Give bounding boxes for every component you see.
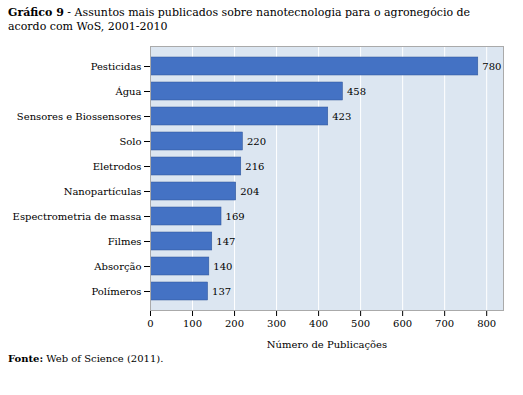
- svg-text:200: 200: [225, 318, 244, 329]
- svg-text:600: 600: [393, 318, 412, 329]
- svg-text:204: 204: [240, 186, 259, 197]
- svg-text:Polímeros: Polímeros: [91, 286, 141, 297]
- svg-text:Nanopartículas: Nanopartículas: [64, 186, 142, 197]
- svg-text:Água: Água: [114, 86, 141, 97]
- svg-text:Sensores e Biossensores: Sensores e Biossensores: [17, 111, 142, 122]
- svg-text:147: 147: [216, 236, 235, 247]
- svg-text:Solo: Solo: [119, 136, 141, 147]
- svg-text:0: 0: [147, 318, 153, 329]
- svg-text:137: 137: [212, 286, 231, 297]
- svg-text:100: 100: [183, 318, 202, 329]
- html-text:Fonte: Web of Science (2011).: Fonte: Web of Science (2011).: [8, 353, 164, 364]
- svg-text:800: 800: [477, 318, 496, 329]
- svg-text:216: 216: [245, 161, 264, 172]
- svg-text:Número de Publicações: Número de Publicações: [267, 339, 387, 350]
- svg-text:Espectrometria de massa: Espectrometria de massa: [13, 211, 142, 222]
- svg-text:Absorção: Absorção: [93, 261, 141, 272]
- svg-text:Filmes: Filmes: [108, 236, 142, 247]
- svg-text:500: 500: [351, 318, 370, 329]
- svg-text:780: 780: [482, 61, 501, 72]
- svg-text:400: 400: [309, 318, 328, 329]
- svg-text:Eletrodos: Eletrodos: [93, 161, 142, 172]
- svg-text:300: 300: [267, 318, 286, 329]
- html-text:Gráfico 9 - Assuntos mais publ: Gráfico 9 - Assuntos mais publicados sob…: [8, 6, 471, 33]
- svg-text:140: 140: [213, 261, 232, 272]
- svg-text:220: 220: [247, 136, 266, 147]
- svg-text:169: 169: [226, 211, 245, 222]
- svg-text:423: 423: [332, 111, 351, 122]
- svg-text:700: 700: [435, 318, 454, 329]
- svg-text:458: 458: [347, 86, 366, 97]
- svg-text:Pesticidas: Pesticidas: [91, 61, 142, 72]
